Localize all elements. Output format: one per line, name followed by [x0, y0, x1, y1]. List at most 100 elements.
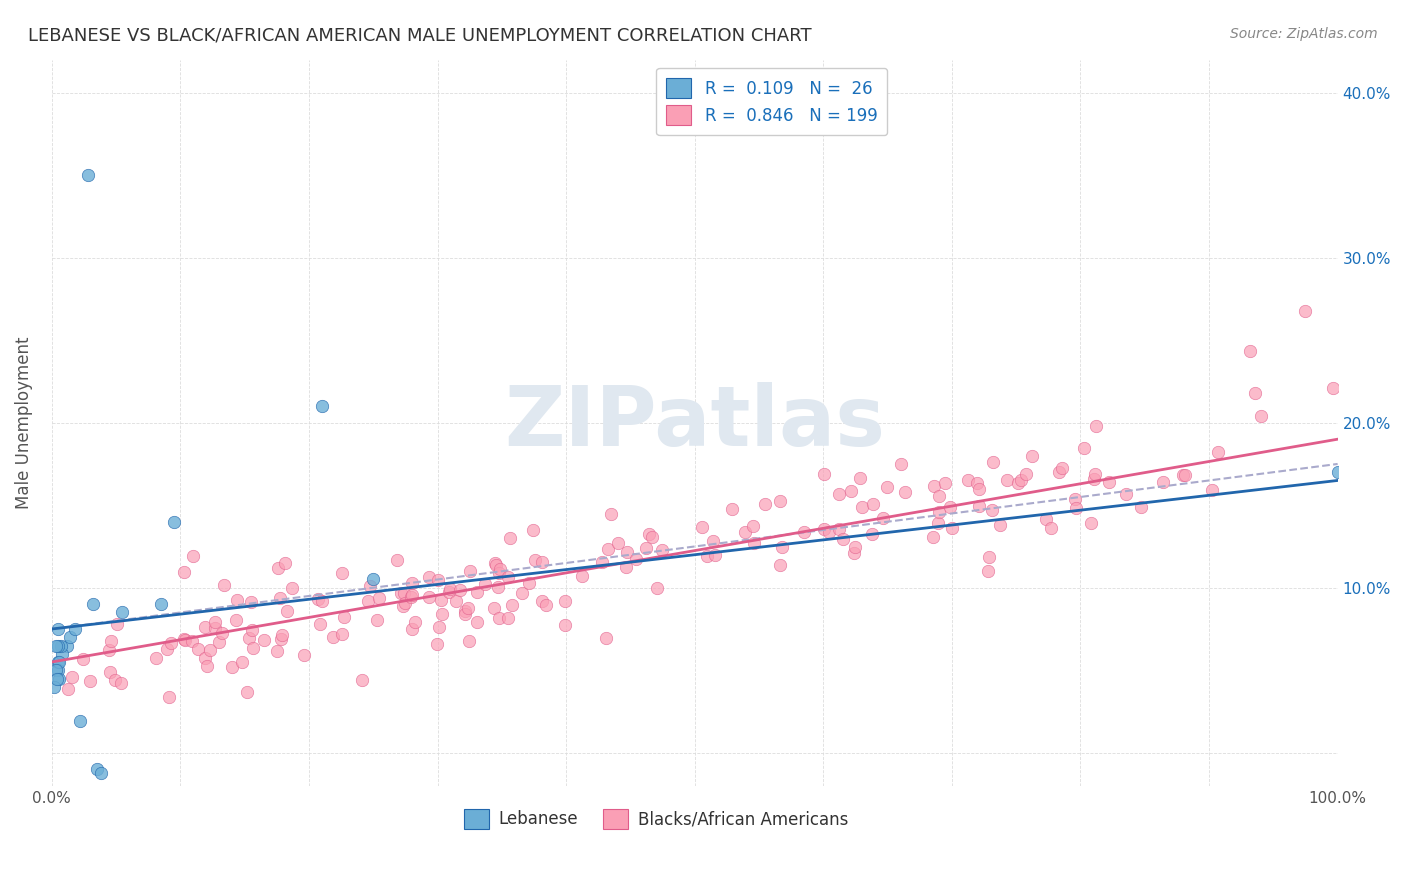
Point: [430, 607, 453, 622]
Point: [163, 515, 186, 529]
Point: [366, 613, 388, 627]
Point: [614, 560, 637, 574]
Point: [231, 655, 253, 669]
Point: [45, 639, 67, 653]
Point: [690, 520, 713, 534]
Point: [458, 633, 481, 648]
Point: [522, 524, 544, 538]
Point: [204, 615, 226, 629]
Y-axis label: Male Unemployment: Male Unemployment: [15, 336, 32, 509]
Point: [270, 632, 292, 647]
Point: [831, 532, 853, 546]
Point: [637, 527, 659, 541]
Point: [174, 633, 197, 648]
Point: [927, 516, 949, 530]
Point: [769, 494, 792, 508]
Point: [449, 583, 471, 598]
Point: [392, 599, 415, 613]
Point: [361, 573, 384, 587]
Point: [624, 551, 647, 566]
Point: [641, 530, 664, 544]
Point: [44, 680, 66, 694]
Point: [1098, 475, 1121, 489]
Point: [818, 524, 841, 539]
Point: [606, 536, 628, 550]
Point: [488, 566, 510, 580]
Point: [485, 558, 508, 573]
Point: [742, 536, 765, 550]
Point: [389, 585, 412, 599]
Point: [988, 518, 1011, 533]
Point: [212, 577, 235, 591]
Point: [1208, 445, 1230, 459]
Point: [977, 565, 1000, 579]
Point: [828, 487, 851, 501]
Point: [922, 479, 945, 493]
Point: [828, 522, 851, 536]
Point: [150, 597, 173, 611]
Point: [1007, 475, 1029, 490]
Point: [276, 604, 298, 618]
Point: [181, 549, 204, 563]
Point: [554, 594, 576, 608]
Point: [418, 570, 440, 584]
Point: [401, 575, 423, 590]
Point: [1171, 468, 1194, 483]
Point: [46, 639, 69, 653]
Point: [967, 482, 990, 496]
Point: [145, 651, 167, 665]
Point: [454, 607, 477, 621]
Point: [928, 505, 950, 519]
Point: [454, 604, 477, 618]
Point: [430, 592, 453, 607]
Point: [928, 489, 950, 503]
Point: [754, 497, 776, 511]
Point: [890, 457, 912, 471]
Point: [322, 631, 344, 645]
Point: [59, 630, 82, 644]
Point: [311, 399, 333, 413]
Point: [849, 471, 872, 485]
Point: [242, 641, 264, 656]
Point: [79, 673, 101, 688]
Point: [1326, 465, 1348, 479]
Point: [100, 633, 122, 648]
Point: [266, 644, 288, 658]
Point: [465, 615, 488, 629]
Point: [1047, 465, 1070, 479]
Point: [82, 597, 104, 611]
Point: [1080, 516, 1102, 530]
Point: [208, 634, 231, 648]
Point: [813, 467, 835, 482]
Point: [110, 675, 132, 690]
Point: [1083, 472, 1105, 486]
Point: [1035, 512, 1057, 526]
Point: [269, 591, 291, 605]
Point: [1174, 468, 1197, 483]
Point: [486, 581, 509, 595]
Point: [482, 601, 505, 615]
Point: [734, 524, 756, 539]
Point: [368, 591, 391, 606]
Point: [966, 476, 988, 491]
Point: [401, 588, 423, 602]
Point: [160, 635, 183, 649]
Point: [599, 508, 621, 522]
Point: [1010, 473, 1032, 487]
Point: [330, 627, 353, 641]
Point: [934, 476, 956, 491]
Point: [437, 585, 460, 599]
Point: [173, 565, 195, 579]
Point: [221, 659, 243, 673]
Point: [1015, 467, 1038, 482]
Point: [394, 596, 416, 610]
Point: [496, 611, 519, 625]
Point: [530, 594, 553, 608]
Point: [1250, 409, 1272, 423]
Point: [844, 546, 866, 560]
Point: [1040, 521, 1063, 535]
Point: [894, 484, 917, 499]
Point: [267, 561, 290, 575]
Point: [157, 690, 180, 704]
Point: [1152, 475, 1174, 489]
